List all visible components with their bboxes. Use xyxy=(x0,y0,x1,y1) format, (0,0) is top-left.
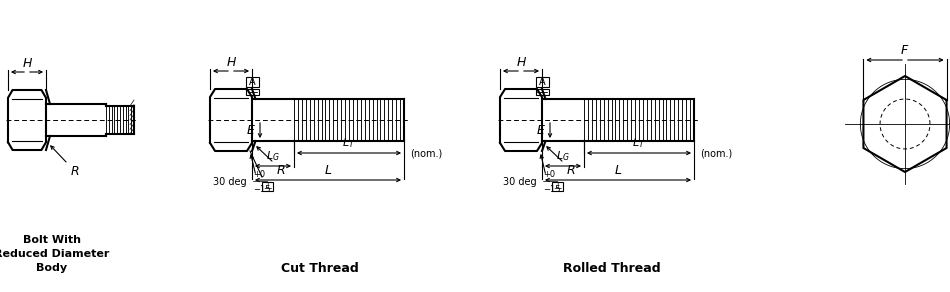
Bar xyxy=(536,77,548,87)
Text: E: E xyxy=(537,124,545,137)
Text: 30 deg: 30 deg xyxy=(214,177,247,187)
Text: +0: +0 xyxy=(543,170,555,179)
Text: Bolt With: Bolt With xyxy=(23,235,81,245)
Bar xyxy=(536,89,548,95)
Text: ⊥: ⊥ xyxy=(263,181,272,191)
Text: A: A xyxy=(539,77,545,87)
Text: Reduced Diameter: Reduced Diameter xyxy=(0,249,109,259)
Text: R: R xyxy=(71,165,80,178)
Text: Cut Thread: Cut Thread xyxy=(281,262,359,274)
Text: −15: −15 xyxy=(543,185,560,194)
Text: A: A xyxy=(249,77,256,87)
Text: ⊥: ⊥ xyxy=(553,181,561,191)
Text: $L_T$: $L_T$ xyxy=(342,136,355,150)
Text: +0: +0 xyxy=(253,170,265,179)
Text: (nom.): (nom.) xyxy=(410,148,443,158)
Text: R: R xyxy=(567,164,576,177)
Text: Body: Body xyxy=(36,263,67,273)
Text: $L_G$: $L_G$ xyxy=(556,149,570,163)
Text: $L$: $L$ xyxy=(614,164,622,177)
Text: H: H xyxy=(22,57,31,70)
Text: $L_T$: $L_T$ xyxy=(633,136,646,150)
Text: 30 deg: 30 deg xyxy=(504,177,537,187)
Bar xyxy=(552,182,563,190)
Text: R: R xyxy=(277,164,286,177)
Text: E: E xyxy=(247,124,255,137)
Text: $L_G$: $L_G$ xyxy=(266,149,280,163)
Text: (nom.): (nom.) xyxy=(700,148,732,158)
Text: H: H xyxy=(516,56,525,69)
Text: −15: −15 xyxy=(253,185,271,194)
Text: H: H xyxy=(226,56,236,69)
Bar xyxy=(262,182,273,190)
Bar xyxy=(245,89,258,95)
Text: $L$: $L$ xyxy=(324,164,332,177)
Text: $F$: $F$ xyxy=(901,44,910,57)
Bar xyxy=(245,77,258,87)
Text: Rolled Thread: Rolled Thread xyxy=(563,262,661,274)
